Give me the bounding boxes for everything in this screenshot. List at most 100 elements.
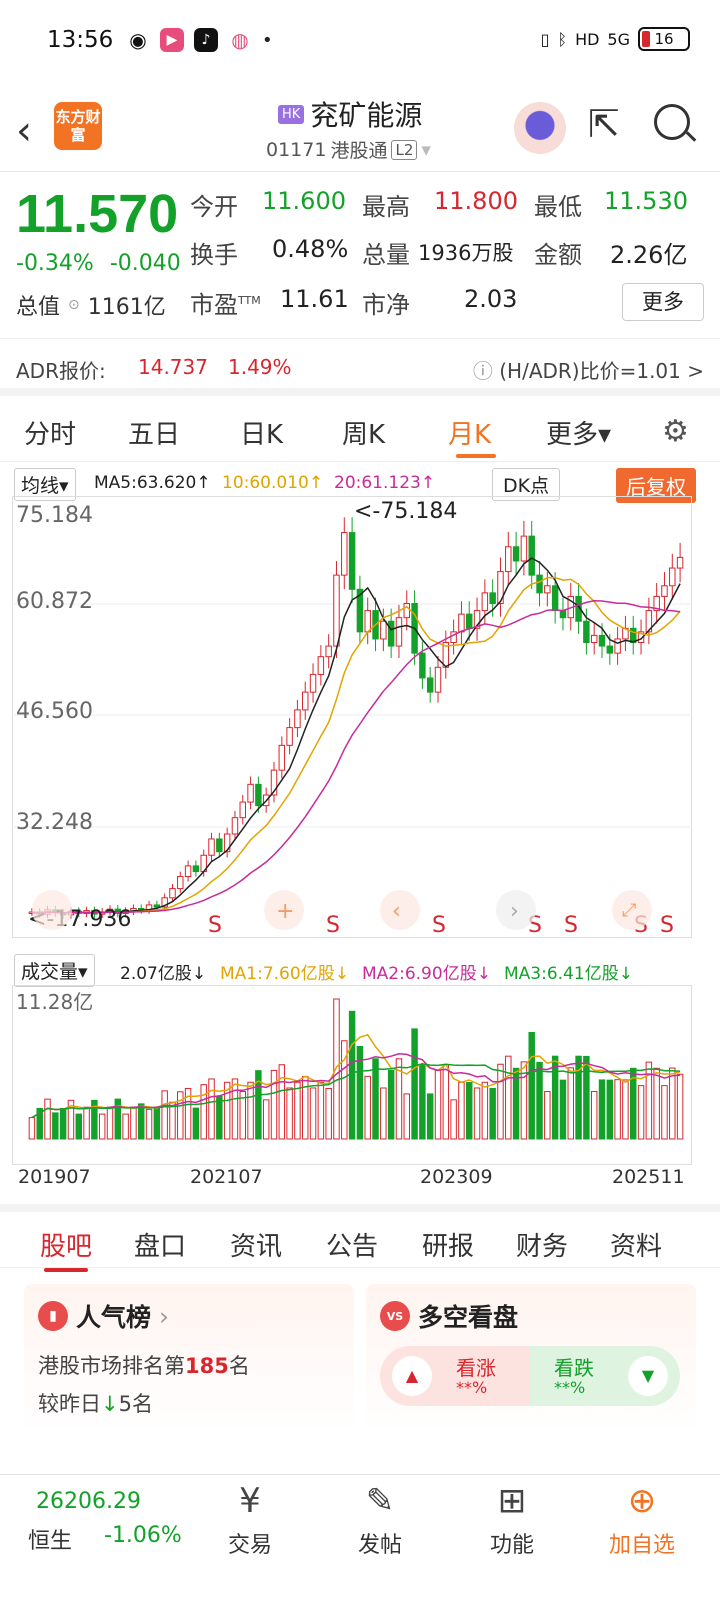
bear-label: 看跌 bbox=[554, 1356, 594, 1380]
nav-functions[interactable]: ⊞ 功能 bbox=[472, 1481, 552, 1559]
nav-trade[interactable]: ¥ 交易 bbox=[210, 1481, 290, 1559]
volume-indicator-select[interactable]: 成交量▾ bbox=[14, 954, 95, 987]
indicator-select[interactable]: 均线▾ bbox=[14, 468, 76, 501]
y-label-1: 75.184 bbox=[16, 503, 93, 528]
volume-bar bbox=[122, 1113, 129, 1140]
volume-bar bbox=[489, 1087, 496, 1140]
volume-bar bbox=[606, 1079, 614, 1140]
rank-prefix: 港股市场排名第 bbox=[38, 1354, 185, 1378]
candle bbox=[645, 610, 653, 633]
volume-vma2-line bbox=[31, 1053, 681, 1119]
nav-add-watchlist[interactable]: ⊕ 加自选 bbox=[602, 1481, 682, 1559]
tab-announcements[interactable]: 公告 bbox=[326, 1232, 379, 1262]
tab-forum[interactable]: 股吧 bbox=[40, 1232, 93, 1262]
volume-bar bbox=[52, 1112, 59, 1140]
dk-button[interactable]: DK点 bbox=[492, 468, 561, 501]
bear-button[interactable]: 看跌 **% ▼ bbox=[530, 1346, 680, 1406]
volume-chart[interactable]: 11.28亿 bbox=[12, 985, 692, 1165]
volume-bar bbox=[145, 1108, 153, 1140]
nav-trade-label: 交易 bbox=[227, 1533, 272, 1558]
chart-nav-controls[interactable]: + ‹ › ⤢ bbox=[32, 890, 652, 930]
tab-research[interactable]: 研报 bbox=[422, 1232, 475, 1262]
change-amount: -0.040 bbox=[109, 251, 181, 276]
adr-row[interactable]: ADR报价: 14.737 1.49% ⓘ (H/ADR)比价=1.01 > bbox=[0, 338, 720, 396]
volume-bar bbox=[567, 1067, 574, 1140]
adr-price: 14.737 bbox=[138, 355, 208, 379]
volume-bar bbox=[661, 1085, 668, 1140]
svg-text:S: S bbox=[326, 913, 340, 938]
market-cap-value: 1161亿 bbox=[87, 295, 166, 320]
search-icon[interactable] bbox=[654, 104, 690, 140]
active-tab-indicator bbox=[44, 1268, 88, 1272]
level-badge: L2 bbox=[391, 139, 418, 160]
candle bbox=[551, 585, 559, 612]
tab-five-day[interactable]: 五日 bbox=[128, 420, 181, 450]
status-bar: 13:56 ◉ ▶ ♪ ◍ • ▯ ᛒ HD 5G 16 bbox=[0, 0, 720, 84]
tab-monthly-k[interactable]: 月K bbox=[448, 420, 492, 450]
nav-post[interactable]: ✎ 发帖 bbox=[340, 1481, 420, 1559]
volume-bar bbox=[294, 1081, 301, 1140]
volume-bar bbox=[505, 1055, 512, 1140]
candlestick-chart[interactable]: 75.184 60.872 46.560 32.248 <-75.184 <-1… bbox=[12, 496, 692, 952]
tab-more[interactable]: 更多▾ bbox=[546, 420, 612, 450]
svg-text:S: S bbox=[660, 913, 674, 938]
adr-ratio[interactable]: ⓘ (H/ADR)比价=1.01 > bbox=[473, 355, 704, 384]
adjust-button[interactable]: 后复权 bbox=[616, 468, 696, 503]
tab-financials[interactable]: 财务 bbox=[516, 1232, 569, 1262]
back-icon[interactable]: ‹ bbox=[16, 108, 32, 154]
candle bbox=[239, 801, 246, 819]
candle bbox=[583, 620, 590, 644]
y-label-3: 46.560 bbox=[16, 699, 93, 724]
candle bbox=[286, 727, 293, 746]
candle bbox=[637, 631, 645, 644]
popularity-card[interactable]: ▮ 人气榜 › 港股市场排名第185名 较昨日↓5名 bbox=[24, 1284, 354, 1432]
rank-suffix: 名 bbox=[228, 1354, 250, 1378]
system-icons: ▯ ᛒ HD 5G 16 bbox=[541, 27, 690, 51]
volume-vma1-line bbox=[31, 1033, 681, 1119]
sentiment-title-text: 多空看盘 bbox=[418, 1303, 519, 1332]
ai-assistant-icon[interactable] bbox=[514, 102, 566, 154]
candle bbox=[419, 652, 426, 679]
candle bbox=[317, 656, 325, 675]
volume-bar bbox=[497, 1063, 504, 1140]
more-dot-icon: • bbox=[262, 29, 273, 51]
last-price: 11.570 bbox=[16, 184, 179, 244]
vol-ma1-label: MA1:7.60亿股↓ bbox=[220, 964, 349, 984]
rank-change-suffix: 名 bbox=[131, 1392, 153, 1416]
more-button[interactable]: 更多 bbox=[622, 283, 704, 321]
candle bbox=[255, 783, 262, 807]
tab-weekly-k[interactable]: 周K bbox=[342, 420, 386, 450]
ma5-label: MA5:63.620↑ bbox=[94, 473, 211, 493]
volume-bar bbox=[325, 1087, 332, 1140]
stock-subtitle[interactable]: 01171 港股通 L2 ▾ bbox=[266, 136, 431, 163]
candle bbox=[192, 865, 200, 873]
change-percent: -0.34% bbox=[16, 251, 94, 276]
volume-bar bbox=[169, 1101, 176, 1140]
bull-label: 看涨 bbox=[456, 1356, 496, 1380]
gear-icon[interactable]: ⚙ bbox=[662, 414, 689, 449]
tab-order-book[interactable]: 盘口 bbox=[134, 1232, 187, 1262]
battery-icon: 16 bbox=[638, 27, 690, 51]
volume-bar bbox=[653, 1067, 660, 1140]
candle bbox=[497, 571, 504, 605]
candle bbox=[536, 574, 543, 594]
svg-text:⤢: ⤢ bbox=[622, 900, 637, 921]
volume-bar bbox=[442, 1064, 450, 1140]
ma20-line bbox=[31, 600, 681, 914]
candle bbox=[505, 546, 512, 573]
share-icon[interactable]: ⇱ bbox=[588, 102, 620, 146]
tab-daily-k[interactable]: 日K bbox=[240, 420, 284, 450]
bull-button[interactable]: ▲ 看涨 **% bbox=[380, 1346, 530, 1406]
info-icon[interactable]: ⊙ bbox=[68, 297, 80, 313]
ma10-label: 10:60.010↑ bbox=[222, 473, 324, 493]
adr-percent: 1.49% bbox=[228, 355, 292, 379]
content-tabs: 股吧 盘口 资讯 公告 研报 财务 资料 bbox=[0, 1204, 720, 1272]
price-change: -0.34% -0.040 bbox=[16, 251, 181, 276]
active-tab-indicator bbox=[456, 454, 496, 458]
tab-news[interactable]: 资讯 bbox=[230, 1232, 283, 1262]
rank-line: 港股市场排名第185名 bbox=[38, 1350, 250, 1380]
tab-profile[interactable]: 资料 bbox=[610, 1232, 663, 1262]
volume-bar bbox=[278, 1064, 286, 1140]
tab-intraday[interactable]: 分时 bbox=[24, 420, 77, 450]
candle bbox=[395, 617, 403, 647]
